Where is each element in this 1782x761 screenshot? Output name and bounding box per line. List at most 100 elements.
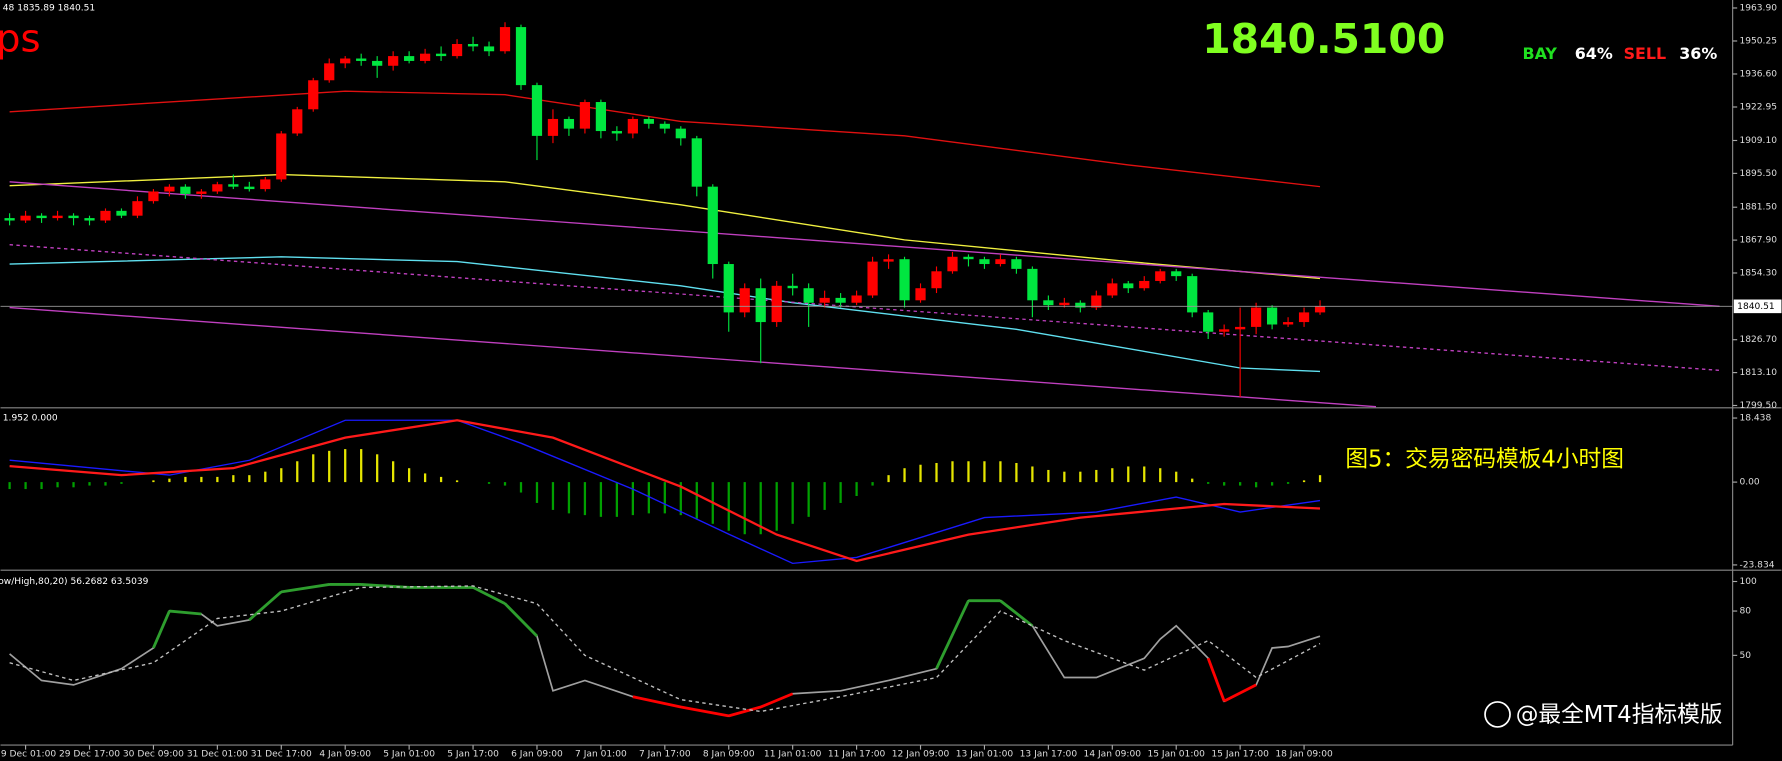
- candle-body: [1027, 268, 1038, 301]
- y-tick-label: 1799.50: [1739, 401, 1777, 411]
- x-tick-label: 11 Jan 17:00: [828, 750, 886, 760]
- candle-body: [979, 259, 990, 265]
- candle-body: [803, 288, 814, 303]
- candle-body: [1235, 326, 1246, 330]
- indicator-line: [9, 585, 1321, 713]
- x-tick-label: 5 Jan 01:00: [383, 750, 435, 760]
- level-segment: [728, 705, 762, 718]
- buy-pct: 64%: [1575, 44, 1613, 63]
- candle-body: [451, 44, 463, 57]
- candle-body: [739, 288, 750, 313]
- candle-body: [4, 218, 15, 221]
- candle-body: [707, 186, 718, 265]
- candle-body: [931, 271, 942, 289]
- candle-body: [84, 218, 95, 221]
- candle-body: [483, 46, 495, 52]
- x-tick-label: 29 Dec 17:00: [59, 750, 120, 760]
- candle-body: [340, 58, 351, 64]
- candle-body: [835, 297, 846, 303]
- x-tick-label: 13 Jan 17:00: [1020, 750, 1078, 760]
- candle-body: [52, 215, 63, 219]
- candle-body: [659, 123, 670, 129]
- candle-body: [1266, 307, 1278, 325]
- level-segment: [760, 692, 794, 709]
- candle-body: [1171, 271, 1182, 277]
- candle-body: [419, 53, 431, 61]
- candle-body: [148, 191, 159, 202]
- y-tick-label: 80: [1739, 607, 1751, 617]
- x-tick-label: 15 Jan 17:00: [1211, 750, 1269, 760]
- indicator-line: [9, 256, 1321, 373]
- candle-body: [899, 259, 910, 301]
- x-tick-label: 30 Dec 09:00: [123, 750, 184, 760]
- x-tick-label: 7 Jan 01:00: [575, 750, 627, 760]
- candle-body: [1219, 329, 1230, 332]
- candle-body: [643, 118, 654, 124]
- candle-body: [1139, 280, 1150, 289]
- candle-body: [1059, 302, 1070, 306]
- indicator-line: [9, 181, 1720, 308]
- candle-body: [1187, 276, 1198, 313]
- candle-body: [212, 184, 223, 192]
- candle-body: [180, 186, 191, 194]
- candle-body: [1203, 312, 1214, 332]
- candle-body: [867, 261, 878, 296]
- indicator-line: [9, 419, 1321, 565]
- candle-body: [1123, 283, 1134, 289]
- level-segment: [472, 586, 506, 605]
- candle-body: [1107, 283, 1118, 296]
- candle-body: [388, 56, 399, 66]
- price-display: 1840.5100: [1202, 15, 1445, 63]
- level-segment: [680, 705, 730, 718]
- x-tick-label: 31 Dec 01:00: [187, 750, 248, 760]
- candle-body: [675, 128, 686, 139]
- candle-body: [324, 63, 335, 81]
- candle-body: [196, 191, 207, 194]
- price-label-box: [1733, 299, 1782, 314]
- x-tick-label: 13 Jan 01:00: [956, 750, 1014, 760]
- level-segment: [999, 599, 1034, 627]
- x-tick-label: 5 Jan 17:00: [447, 750, 499, 760]
- candle-body: [116, 210, 127, 216]
- candle-body: [515, 27, 527, 86]
- level-segment: [632, 695, 682, 709]
- candle-body: [627, 118, 638, 134]
- symbol-fragment: ps: [0, 16, 41, 61]
- candle-body: [1043, 300, 1054, 306]
- y-tick-label: 100: [1739, 577, 1757, 587]
- y-tick-label: 1950.25: [1739, 36, 1777, 46]
- y-tick-label: 1854.30: [1739, 268, 1777, 278]
- level-segment: [361, 583, 410, 589]
- panel-header: 48 1835.89 1840.51: [3, 3, 95, 13]
- candle-body: [132, 201, 143, 216]
- y-tick-label: 50: [1739, 651, 1751, 661]
- caption: 图5：交易密码模板4小时图: [1345, 447, 1624, 473]
- candle-body: [1298, 312, 1310, 323]
- panel-header: 1.952 0.000: [3, 413, 58, 423]
- candle-body: [1075, 302, 1086, 308]
- x-tick-label: 31 Dec 17:00: [251, 750, 312, 760]
- level-segment: [169, 609, 202, 616]
- level-segment: [1223, 683, 1257, 703]
- candle-body: [292, 109, 303, 134]
- x-tick-label: 14 Jan 09:00: [1084, 750, 1142, 760]
- y-tick-label: 1867.90: [1739, 236, 1777, 246]
- level-segment: [248, 590, 283, 621]
- candle-body: [947, 256, 958, 272]
- candle-body: [883, 259, 894, 262]
- candle-body: [723, 264, 734, 313]
- buy-label: BAY: [1523, 44, 1558, 63]
- candle-body: [579, 102, 591, 129]
- candle-body: [36, 215, 47, 219]
- x-tick-label: 29 Dec 01:00: [0, 750, 56, 760]
- y-tick-label: 1813.10: [1739, 368, 1777, 378]
- candle-body: [819, 297, 830, 303]
- level-segment: [504, 602, 538, 638]
- y-tick-label: 1826.70: [1739, 335, 1777, 345]
- candle-body: [372, 60, 383, 66]
- candle-body: [276, 133, 287, 180]
- y-tick-label: -23.834: [1739, 560, 1774, 570]
- candle-body: [404, 56, 415, 61]
- candle-body: [164, 186, 175, 192]
